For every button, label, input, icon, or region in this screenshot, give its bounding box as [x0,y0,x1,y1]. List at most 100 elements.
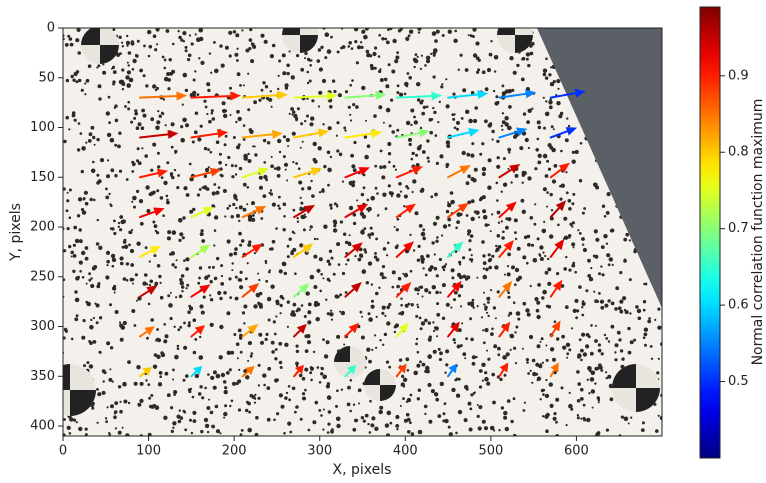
speckle [635,305,639,309]
speckle [433,253,436,256]
speckle [278,150,282,154]
speckle [118,35,122,39]
speckle [426,156,430,160]
speckle [157,165,161,169]
speckle [101,158,104,162]
speckle [402,397,405,400]
speckle [349,182,352,186]
speckle [354,255,357,258]
speckle [453,290,458,295]
speckle [131,228,134,232]
speckle [70,337,74,341]
speckle [243,304,248,309]
speckle [68,244,72,249]
speckle [239,350,243,354]
speckle [270,247,274,251]
speckle [572,192,576,196]
speckle [557,87,560,90]
speckle [593,229,598,234]
speckle [294,410,297,414]
speckle [595,237,600,242]
speckle [605,211,610,215]
speckle [445,78,448,81]
speckle [587,366,592,371]
speckle [384,314,387,317]
speckle [559,111,564,116]
speckle [487,185,492,190]
speckle [229,114,232,116]
speckle [226,350,231,355]
speckle [272,320,276,324]
speckle [603,234,608,239]
speckle [426,59,430,64]
speckle [258,332,263,337]
speckle [403,273,409,278]
speckle [187,53,192,58]
speckle [641,421,645,425]
speckle [239,285,244,290]
speckle [90,277,93,280]
speckle [438,257,442,262]
speckle [165,29,170,33]
speckle [447,29,452,34]
speckle [191,395,195,399]
speckle [310,179,313,183]
arrow [139,285,158,298]
speckle [156,328,160,331]
y-tick-label: 0 [47,21,55,36]
speckle [286,71,290,76]
speckle [627,326,631,331]
speckle [405,36,410,42]
speckle [418,286,421,289]
speckle [349,409,353,413]
speckle [395,424,400,428]
speckle [509,56,514,61]
speckle [427,354,433,359]
speckle [282,202,287,207]
speckle [194,111,199,115]
speckle [214,276,218,280]
speckle [77,122,81,125]
speckle [577,382,581,386]
speckle [168,303,173,308]
speckle [97,84,102,89]
speckle [90,283,95,289]
speckle [135,299,138,302]
speckle [444,418,449,424]
speckle [596,396,600,400]
speckle [515,325,519,329]
speckle [609,397,614,402]
arrow [395,128,431,139]
speckle [539,257,544,261]
speckle [163,58,167,62]
speckle [141,108,146,113]
speckle [462,256,466,260]
speckle [644,282,648,286]
speckle [251,217,256,222]
speckle [295,162,298,165]
speckle [206,82,211,87]
speckle [312,350,316,354]
speckle [487,314,490,318]
speckle [531,107,534,110]
speckle [113,106,117,109]
speckle [550,125,554,129]
speckle [126,34,129,38]
speckle [111,65,116,69]
speckle [619,271,623,275]
speckle [131,68,135,71]
speckle [381,275,385,280]
speckle [579,397,584,401]
speckle [571,242,576,247]
speckle [125,433,130,436]
speckle [95,242,100,246]
speckle [183,345,188,350]
speckle [328,279,331,283]
speckle [375,346,378,349]
speckle [174,354,179,360]
speckle [130,120,134,124]
speckle [204,167,210,173]
speckle [511,88,515,92]
speckle [403,205,406,208]
speckle [264,259,268,263]
